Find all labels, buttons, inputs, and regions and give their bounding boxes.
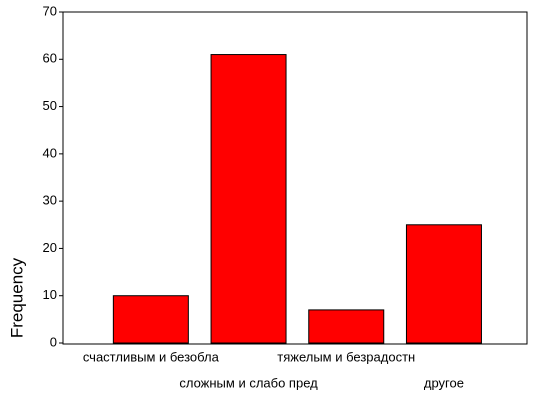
y-axis-label: Frequency: [7, 257, 26, 338]
y-tick-label: 30: [43, 193, 57, 208]
bar: [112, 295, 189, 344]
plot-frame: [62, 11, 528, 345]
y-tick-label: 20: [43, 240, 57, 255]
y-tick-label: 60: [43, 51, 57, 66]
y-tick-label: 70: [43, 3, 57, 18]
y-tick-label: 10: [43, 287, 57, 302]
y-tick-label: 50: [43, 98, 57, 113]
bar: [405, 224, 482, 344]
y-tick-label: 0: [50, 334, 57, 349]
bar: [308, 309, 385, 344]
y-tick-label: 40: [43, 145, 57, 160]
x-tick-label: тяжелым и безрадостн: [277, 349, 415, 364]
bar: [210, 54, 287, 344]
x-tick-label: счастливым и безобла: [83, 349, 220, 364]
x-tick-label: сложным и слабо пред: [179, 375, 318, 390]
x-tick-label: другое: [424, 375, 464, 390]
